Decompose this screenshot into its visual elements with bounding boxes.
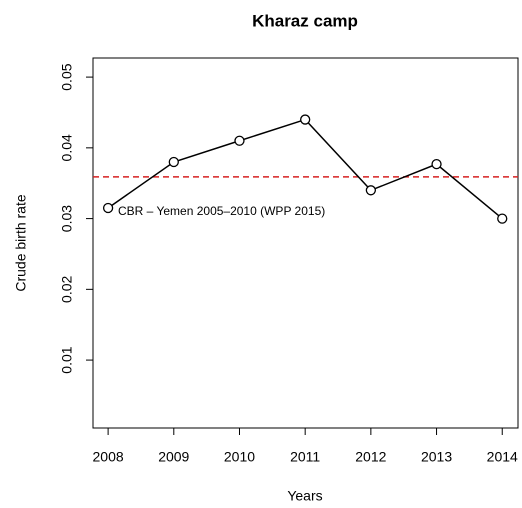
x-tick-label: 2013	[421, 449, 452, 465]
y-tick-label: 0.04	[59, 134, 75, 161]
y-tick-label: 0.01	[59, 346, 75, 373]
y-axis-title: Crude birth rate	[13, 194, 29, 291]
x-tick-label: 2012	[355, 449, 386, 465]
x-tick-label: 2008	[93, 449, 124, 465]
point	[365, 185, 377, 196]
chart-title: Kharaz camp	[252, 11, 358, 30]
point	[102, 202, 114, 214]
x-tick-label: 2014	[487, 449, 518, 465]
point	[234, 135, 245, 146]
y-tick-label: 0.03	[59, 205, 75, 232]
point	[168, 156, 179, 168]
x-tick-label: 2010	[224, 449, 255, 465]
point	[300, 114, 311, 125]
y-tick-label: 0.02	[59, 276, 75, 303]
x-tick-label: 2011	[290, 449, 320, 465]
plot-box	[92, 57, 519, 429]
point	[497, 213, 508, 224]
reference-label: CBR – Yemen 2005–2010 (WPP 2015)	[118, 204, 325, 218]
y-tick-label: 0.05	[59, 63, 75, 90]
point	[431, 158, 442, 170]
x-tick-label: 2009	[158, 449, 189, 465]
x-axis-title: Years	[287, 488, 322, 504]
